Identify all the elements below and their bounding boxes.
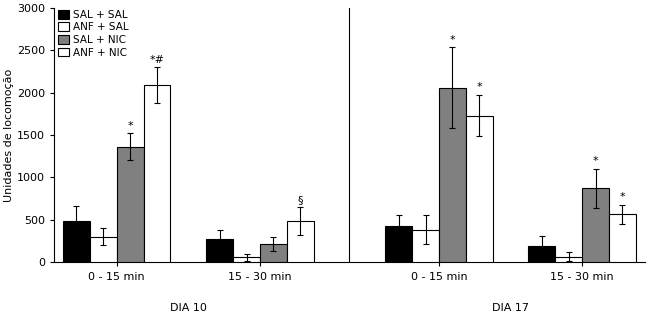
Bar	[466, 116, 493, 262]
Legend: SAL + SAL, ANF + SAL, SAL + NIC, ANF + NIC: SAL + SAL, ANF + SAL, SAL + NIC, ANF + N…	[54, 6, 132, 62]
Text: *#: *#	[149, 55, 165, 65]
Text: §: §	[297, 195, 303, 205]
Bar	[528, 246, 556, 262]
Y-axis label: Unidades de locomoção: Unidades de locomoção	[4, 68, 14, 202]
Text: DIA 10: DIA 10	[170, 303, 207, 313]
Bar	[117, 147, 143, 262]
Text: *: *	[476, 82, 482, 92]
Text: *: *	[450, 35, 455, 44]
Bar	[386, 226, 412, 262]
Bar	[90, 237, 117, 262]
Bar	[63, 220, 90, 262]
Bar	[582, 188, 609, 262]
Bar	[233, 257, 260, 262]
Bar	[556, 256, 582, 262]
Bar	[260, 244, 287, 262]
Bar	[206, 239, 233, 262]
Bar	[439, 88, 466, 262]
Bar	[143, 85, 171, 262]
Bar	[287, 221, 313, 262]
Text: *: *	[593, 157, 598, 166]
Text: *: *	[127, 121, 133, 131]
Bar	[609, 214, 636, 262]
Text: DIA 17: DIA 17	[492, 303, 529, 313]
Text: *: *	[620, 192, 625, 202]
Bar	[412, 230, 439, 262]
